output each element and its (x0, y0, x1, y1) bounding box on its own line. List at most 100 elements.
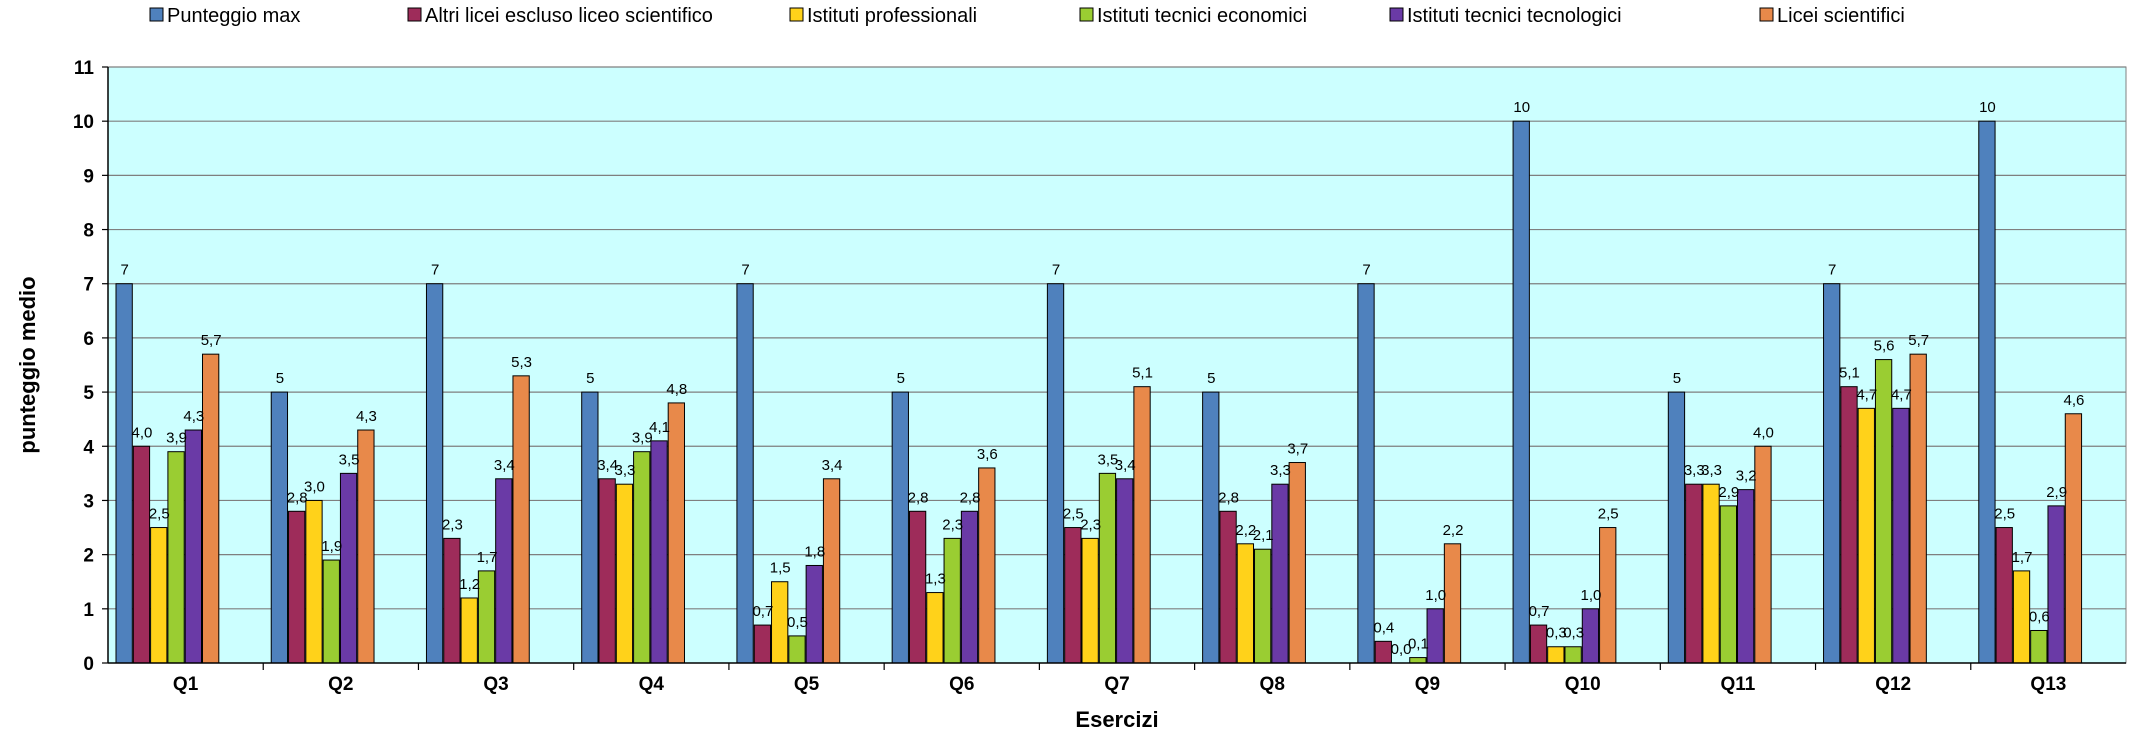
data-label: 0,7 (752, 603, 773, 620)
data-label: 1,7 (2012, 549, 2033, 566)
bar (1823, 283, 1841, 664)
bar (771, 581, 789, 664)
data-label: 10 (1513, 99, 1530, 116)
x-tick-label: Q3 (483, 674, 508, 695)
legend-item-label: Punteggio max (167, 5, 300, 27)
bar (1409, 657, 1427, 664)
bar (1116, 478, 1134, 664)
bar (1357, 283, 1375, 664)
data-label: 3,2 (1736, 468, 1757, 485)
bar (1599, 527, 1617, 664)
bar (1978, 120, 1996, 664)
bar (1840, 386, 1858, 664)
legend-swatch (1389, 7, 1404, 22)
data-label: 1,7 (477, 549, 498, 566)
data-label: 3,5 (339, 451, 360, 468)
legend-swatch (1759, 7, 1774, 22)
bar (1737, 489, 1755, 664)
bar (1529, 624, 1548, 664)
data-label: 5,7 (1908, 332, 1929, 349)
data-label: 3,0 (304, 478, 325, 495)
bar (460, 597, 478, 664)
legend-item-label: Istituti tecnici economici (1097, 5, 1307, 27)
bar (805, 564, 823, 664)
bar (822, 478, 841, 664)
bar (1581, 608, 1600, 664)
data-label: 2,5 (1994, 506, 2015, 523)
bar (615, 483, 634, 664)
bar (202, 353, 220, 664)
data-label: 3,6 (977, 446, 998, 463)
bar (339, 472, 358, 664)
bar (926, 592, 944, 664)
bar (132, 445, 151, 664)
bar (1995, 527, 2013, 664)
data-label: 0,5 (787, 614, 808, 631)
legend-item-label: Istituti tecnici tecnologici (1407, 5, 1622, 27)
bar (736, 283, 754, 664)
bar (1236, 543, 1255, 664)
data-label: 5 (897, 370, 905, 387)
y-axis-title: punteggio medio (15, 276, 40, 453)
bar (598, 478, 616, 664)
data-label: 3,4 (597, 457, 618, 474)
bar (1719, 505, 1738, 664)
bar (633, 451, 651, 664)
bar (495, 478, 513, 664)
data-label: 2,9 (2046, 484, 2067, 501)
axes (107, 67, 2126, 664)
bar (753, 624, 772, 664)
bar (650, 440, 668, 664)
y-tick-label: 11 (74, 58, 95, 79)
data-label: 1,9 (321, 538, 342, 555)
data-label: 2,8 (960, 489, 981, 506)
data-label: 2,5 (1063, 506, 1084, 523)
data-label: 5 (1673, 370, 1681, 387)
data-label: 4,1 (649, 419, 670, 436)
data-label: 3,3 (1270, 462, 1291, 479)
data-label: 10 (1979, 99, 1996, 116)
data-label: 2,2 (1443, 522, 1464, 539)
bar (2047, 505, 2065, 664)
x-tick-label: Q7 (1104, 674, 1129, 695)
data-label: 2,5 (149, 506, 170, 523)
bar (1874, 359, 1893, 664)
data-label: 0,4 (1373, 619, 1394, 636)
bar (581, 391, 599, 664)
data-label: 5,6 (1874, 338, 1895, 355)
data-label: 2,8 (287, 489, 308, 506)
legend-swatch (1079, 7, 1094, 22)
x-tick-label: Q12 (1875, 674, 1911, 695)
data-label: 3,7 (1287, 441, 1308, 458)
bar (1288, 462, 1306, 664)
bar (512, 375, 530, 664)
bar (667, 402, 685, 664)
data-label: 3,9 (632, 430, 653, 447)
data-label: 5,3 (511, 354, 532, 371)
data-label: 7 (431, 262, 439, 279)
data-label: 3,4 (494, 457, 515, 474)
data-label: 2,5 (1598, 506, 1619, 523)
data-label: 1,2 (459, 576, 480, 593)
legend-item-label: Licei scientifici (1777, 5, 1905, 27)
bar (2064, 413, 2083, 664)
x-tick-label: Q10 (1565, 674, 1601, 695)
data-label: 3,4 (822, 457, 843, 474)
data-label: 5 (276, 370, 284, 387)
y-tick-label: 4 (83, 437, 94, 458)
bar (1046, 283, 1065, 664)
bar (1426, 608, 1444, 664)
bar (1202, 391, 1220, 664)
y-tick-label: 1 (83, 600, 94, 621)
x-tick-label: Q11 (1720, 674, 1755, 695)
data-label: 4,7 (1856, 386, 1877, 403)
bar (1081, 537, 1099, 664)
data-label: 4,8 (666, 381, 687, 398)
y-tick-label: 3 (83, 491, 94, 512)
bar (788, 635, 806, 664)
y-tick-label: 10 (73, 112, 94, 133)
data-label: 3,5 (1098, 451, 1119, 468)
y-tick-label: 5 (83, 383, 94, 404)
bar (960, 510, 979, 664)
